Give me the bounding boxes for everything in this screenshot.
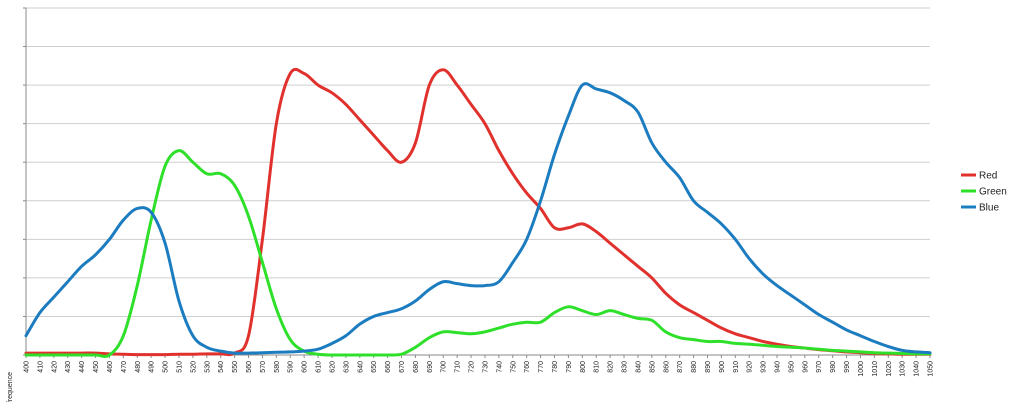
x-tick-label-880: 880 [691,361,698,373]
x-tick-label-680: 680 [413,361,420,373]
x-tick-label-490: 490 [149,361,156,373]
x-tick-label-620: 620 [329,361,336,373]
x-tick-label-930: 930 [761,361,768,373]
x-tick-label-760: 760 [524,361,531,373]
legend-label-blue: Blue [979,203,999,214]
x-tick-label-510: 510 [176,361,183,373]
x-tick-label-990: 990 [844,361,851,373]
x-tick-label-650: 650 [371,361,378,373]
x-tick-label-600: 600 [302,361,309,373]
x-tick-label-530: 530 [204,361,211,373]
x-tick-label-1030: 1030 [900,361,907,377]
x-tick-label-940: 940 [775,361,782,373]
x-tick-label-610: 610 [316,361,323,373]
x-tick-label-670: 670 [399,361,406,373]
x-tick-label-630: 630 [343,361,350,373]
series-line-blue [24,82,932,355]
x-tick-label-980: 980 [830,361,837,373]
x-tick-label-430: 430 [65,361,72,373]
x-tick-label-970: 970 [816,361,823,373]
x-tick-label-960: 960 [802,361,809,373]
legend: Red Green Blue [961,171,1007,214]
x-tick-label-550: 550 [232,361,239,373]
x-tick-label-560: 560 [246,361,253,373]
x-tick-label-480: 480 [135,361,142,373]
x-tick-label-590: 590 [288,361,295,373]
x-tick-label-850: 850 [649,361,656,373]
x-tick-label-690: 690 [427,361,434,373]
x-tick-label-580: 580 [274,361,281,373]
x-tick-label-470: 470 [121,361,128,373]
x-tick-label-870: 870 [677,361,684,373]
x-tick-label-1050: 1050 [928,361,935,377]
x-axis-label: frequence [7,372,14,402]
x-tick-label-450: 450 [93,361,100,373]
x-tick-label-720: 720 [469,361,476,373]
x-tick-label-750: 750 [510,361,517,373]
series-lines [24,67,932,358]
x-tick-label-910: 910 [733,361,740,373]
x-tick-label-740: 740 [496,361,503,373]
x-tick-label-1040: 1040 [914,361,921,377]
x-tick-label-460: 460 [107,361,114,373]
x-tick-label-1000: 1000 [858,361,865,377]
x-tick-label-920: 920 [747,361,754,373]
legend-label-red: Red [979,171,997,182]
x-tick-label-570: 570 [260,361,267,373]
x-tick-label-840: 840 [635,361,642,373]
legend-label-green: Green [979,187,1007,198]
axes: 400 410 420 430 440 450 460 470 480 490 500 510 520 5… [7,7,935,402]
x-tick-label-410: 410 [37,361,44,373]
x-tick-label-1020: 1020 [886,361,893,377]
x-tick-label-400: 400 [24,361,31,373]
x-tick-label-800: 800 [580,361,587,373]
x-tick-label-820: 820 [608,361,615,373]
x-tick-label-660: 660 [385,361,392,373]
x-tick-label-520: 520 [190,361,197,373]
x-tick-label-710: 710 [455,361,462,373]
x-tick-label-780: 780 [552,361,559,373]
x-tick-label-950: 950 [788,361,795,373]
x-tick-label-770: 770 [538,361,545,373]
x-tick-label-540: 540 [218,361,225,373]
x-tick-label-700: 700 [441,361,448,373]
x-tick-label-900: 900 [719,361,726,373]
x-tick-label-500: 500 [163,361,170,373]
x-tick-label-810: 810 [594,361,601,373]
x-tick-label-640: 640 [357,361,364,373]
x-tick-label-440: 440 [79,361,86,373]
x-tick-label-1010: 1010 [872,361,879,377]
x-tick-label-830: 830 [622,361,629,373]
x-tick-label-890: 890 [705,361,712,373]
gridlines [26,7,930,317]
x-tick-label-420: 420 [51,361,58,373]
series-line-red [24,67,932,357]
x-tick-label-730: 730 [482,361,489,373]
x-tick-label-790: 790 [566,361,573,373]
series-line-green [24,149,932,358]
x-tick-label-860: 860 [663,361,670,373]
